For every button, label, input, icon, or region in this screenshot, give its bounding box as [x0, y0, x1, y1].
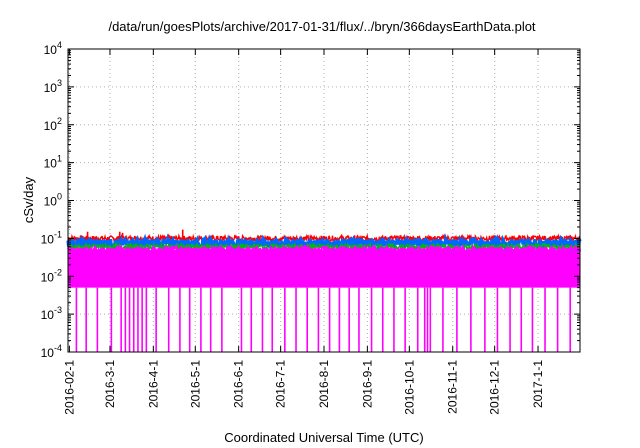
x-tick-label: 2016-6-1	[232, 360, 246, 408]
x-axis: 2016-02-1 2016-3-1 2016-4-1 2016-5-1 2016-6-…	[62, 49, 545, 415]
y-axis-label: cSv/day	[21, 176, 36, 223]
x-axis-label: Coordinated Universal Time (UTC)	[224, 430, 423, 445]
y-tick-label: 10-3	[41, 305, 62, 322]
y-tick-label: 103	[44, 78, 62, 95]
series-line	[67, 241, 581, 252]
x-tick-label: 2016-12-1	[488, 360, 502, 415]
series-line	[67, 243, 581, 256]
y-tick-label: 10-2	[41, 267, 62, 284]
y-tick-label: 102	[44, 116, 62, 133]
x-tick-label: 2016-4-1	[146, 360, 160, 408]
x-tick-label: 2016-10-1	[402, 360, 416, 415]
y-tick-label: 10-1	[41, 229, 62, 246]
x-tick-label: 2016-9-1	[360, 360, 374, 408]
y-tick-label: 100	[44, 192, 62, 209]
chart-title: /data/run/goesPlots/archive/2017-01-31/f…	[108, 19, 535, 34]
y-tick-label: 10-4	[41, 343, 62, 360]
series-line	[66, 233, 582, 254]
grid-lines	[68, 49, 580, 352]
plot-area	[66, 229, 582, 352]
series-magenta-band	[68, 249, 580, 288]
x-tick-label: 2017-1-1	[531, 360, 545, 408]
y-axis: 10-4 10-3 10-2 10-1 100 101 102 103 104	[41, 40, 580, 360]
y-tick-label: 101	[44, 154, 62, 171]
x-tick-label: 2016-3-1	[103, 360, 117, 408]
x-tick-label: 2016-11-1	[446, 360, 460, 414]
x-tick-label: 2016-02-1	[62, 360, 76, 415]
x-tick-label: 2016-8-1	[317, 360, 331, 408]
x-tick-label: 2016-7-1	[274, 360, 288, 408]
y-tick-label: 104	[44, 40, 62, 57]
x-tick-label: 2016-5-1	[188, 360, 202, 408]
